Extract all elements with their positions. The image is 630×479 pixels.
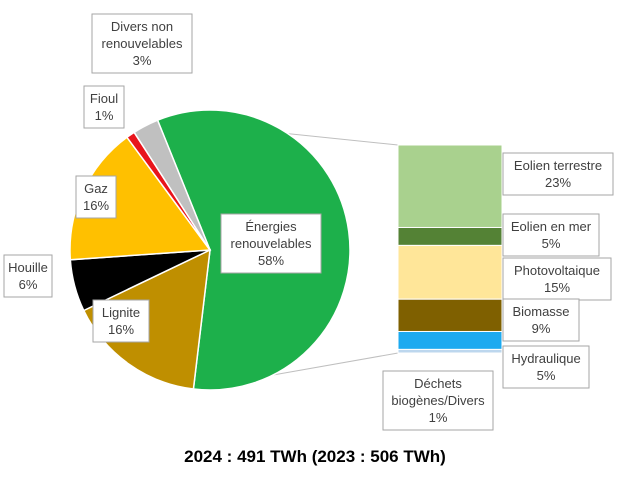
label-energies-renouvelables-text: Énergies: [245, 219, 297, 234]
label-eolien-en-mer: Eolien en mer 5%: [502, 213, 600, 257]
label-lignite-box: [92, 299, 150, 343]
label-photovoltaique-text: 15%: [544, 280, 570, 295]
label-houille: Houille 6%: [3, 254, 53, 298]
label-biomasse-text: 9%: [532, 321, 551, 336]
label-energies-renouvelables-box: [220, 213, 322, 274]
label-eolien-terrestre-box: [502, 152, 614, 196]
label-biomasse: Biomasse 9%: [502, 298, 580, 342]
label-houille-box: [3, 254, 53, 298]
label-gaz: Gaz 16%: [75, 175, 117, 219]
label-houille-text: 6%: [19, 277, 38, 292]
bar-segment-hydraulique: [397, 330, 503, 350]
label-hydraulique: Hydraulique 5%: [502, 345, 590, 389]
bar-segment-biomasse: [397, 298, 503, 332]
label-fioul-box: [83, 85, 125, 129]
label-hydraulique-box: [502, 345, 590, 389]
label-hydraulique-text: 5%: [537, 368, 556, 383]
breakdown-bar: [397, 144, 503, 354]
label-gaz-text: 16%: [83, 198, 109, 213]
label-dechets-biogenes-divers: Déchets biogènes/Divers 1%: [382, 370, 494, 431]
label-fioul-text: 1%: [95, 108, 114, 123]
label-biomasse-box: [502, 298, 580, 342]
label-dechets-biogenes-divers-text: 1%: [429, 410, 448, 425]
label-energies-renouvelables: Énergies renouvelables 58%: [220, 213, 322, 274]
label-energies-renouvelables-text: 58%: [258, 253, 284, 268]
label-lignite-text: Lignite: [102, 305, 140, 320]
label-dechets-biogenes-divers-box: [382, 370, 494, 431]
label-eolien-terrestre-text: Eolien terrestre: [514, 158, 602, 173]
label-eolien-en-mer-text: Eolien en mer: [511, 219, 592, 234]
label-biomasse-text: Biomasse: [512, 304, 569, 319]
label-divers-non-renouvelables-text: Divers non: [111, 19, 173, 34]
label-houille-text: Houille: [8, 260, 48, 275]
label-fioul: Fioul 1%: [83, 85, 125, 129]
data-labels: Énergies renouvelables 58% Lignite 16% Houill…: [3, 13, 614, 431]
label-energies-renouvelables-text: renouvelables: [231, 236, 312, 251]
bar-segment-eolien-en-mer: [397, 226, 503, 246]
bar-segment-dechets-biogenes-divers: [397, 348, 503, 354]
label-divers-non-renouvelables-text: renouvelables: [102, 36, 183, 51]
label-gaz-text: Gaz: [84, 181, 108, 196]
label-eolien-terrestre-text: 23%: [545, 175, 571, 190]
label-divers-non-renouvelables: Divers non renouvelables 3%: [91, 13, 193, 74]
label-photovoltaique-text: Photovoltaique: [514, 263, 600, 278]
chart-title: 2024 : 491 TWh (2023 : 506 TWh): [184, 447, 446, 466]
label-lignite-text: 16%: [108, 322, 134, 337]
label-hydraulique-text: Hydraulique: [511, 351, 580, 366]
label-eolien-en-mer-box: [502, 213, 600, 257]
label-divers-non-renouvelables-box: [91, 13, 193, 74]
label-fioul-text: Fioul: [90, 91, 118, 106]
slice-divers-non-renouvelables: [133, 119, 211, 251]
bar-segment-photovoltaique: [397, 244, 503, 300]
label-dechets-biogenes-divers-text: Déchets: [414, 376, 462, 391]
label-dechets-biogenes-divers-text: biogènes/Divers: [391, 393, 485, 408]
bar-segment-eolien-terrestre: [397, 144, 503, 228]
label-eolien-en-mer-text: 5%: [542, 236, 561, 251]
label-lignite: Lignite 16%: [92, 299, 150, 343]
label-eolien-terrestre: Eolien terrestre 23%: [502, 152, 614, 196]
label-photovoltaique: Photovoltaique 15%: [502, 257, 612, 301]
label-divers-non-renouvelables-text: 3%: [133, 53, 152, 68]
label-gaz-box: [75, 175, 117, 219]
